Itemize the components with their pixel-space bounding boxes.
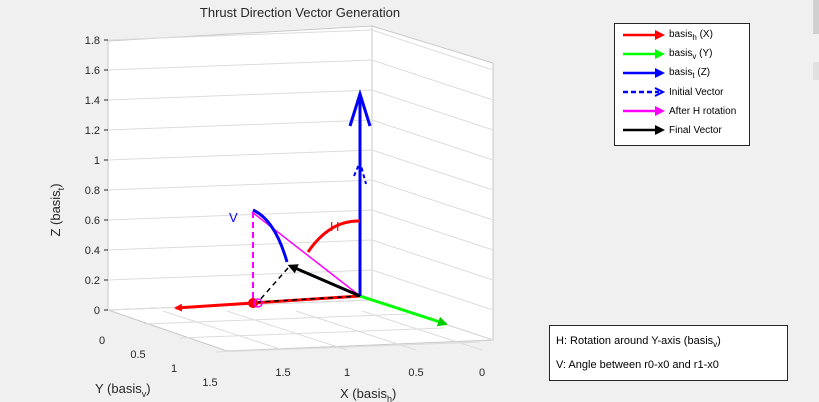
legend-item: Final Vector [621, 122, 722, 138]
z-grid-line [107, 149, 373, 161]
z-grid-line [107, 239, 373, 251]
legend-label: basist (Z) [669, 66, 711, 80]
z-grid-line [107, 89, 373, 101]
origin-ring [253, 298, 263, 308]
x-tick-labels: 0 0.5 1 1.5 [275, 367, 485, 379]
final-vector-projection [257, 267, 289, 303]
z-tick-label: 0.6 [85, 215, 100, 227]
z-grid-line [107, 179, 373, 191]
y-tick-label: 0 [99, 335, 105, 347]
z-tick-labels: 0 0.2 0.4 0.6 0.8 1 1.2 1.4 1.6 1.8 [85, 35, 108, 317]
z-tick-label: 1.6 [85, 65, 100, 77]
z-grid-line [371, 179, 494, 221]
z-grid-line [107, 119, 373, 131]
z-tick-label: 1 [94, 155, 100, 167]
y-tick-labels: 0 0.5 1 1.5 [99, 335, 218, 389]
z-tick-label: 1.4 [85, 95, 100, 107]
info-line-h: H: Rotation around Y-axis (basisv) [556, 335, 721, 350]
right-edge-tab [813, 0, 819, 34]
y-tick-label: 1.5 [202, 377, 217, 389]
y-axis-label: Y (basisv) [95, 381, 151, 399]
legend-item: After H rotation [621, 103, 736, 119]
z-grid-line [107, 59, 373, 71]
x-tick-label: 0 [479, 367, 485, 379]
z-tick-label: 1.8 [85, 35, 100, 47]
basis-t-arrowhead [348, 88, 372, 127]
z-grid-line [371, 29, 494, 71]
chart-title: Thrust Direction Vector Generation [200, 5, 400, 20]
info-box: H: Rotation around Y-axis (basisv) V: An… [549, 325, 788, 381]
y-tick-label: 0.5 [130, 349, 145, 361]
z-grid-line [371, 239, 494, 281]
v-angle-arc [252, 208, 289, 263]
legend-swatch [623, 106, 665, 116]
legend-item: basish (X) [621, 27, 713, 43]
z-grid-line [371, 269, 494, 311]
back-right-pane [371, 25, 494, 341]
legend-label: basish (X) [669, 28, 713, 42]
h-rotation-arc [306, 219, 361, 253]
z-tick-label: 1.2 [85, 125, 100, 137]
z-grid-line [371, 209, 494, 251]
legend-label: Final Vector [669, 124, 722, 136]
y-grid-line [179, 327, 445, 339]
right-edge-tab-2 [813, 62, 819, 80]
z-tick-label: 0.2 [85, 275, 100, 287]
z-grid-line [371, 119, 494, 161]
x-tick-label: 1.5 [275, 367, 290, 379]
z-tick-label: 0.8 [85, 185, 100, 197]
x-tick-label: 0.5 [408, 367, 423, 379]
x-grid-line [226, 310, 348, 351]
legend-swatch [623, 49, 665, 59]
z-tick-label: 0 [94, 305, 100, 317]
legend-label: After H rotation [669, 105, 737, 117]
y-tick-label: 1 [171, 363, 177, 375]
legend-swatch [623, 68, 665, 78]
y-grid-line [215, 341, 481, 353]
final-vector [287, 264, 361, 298]
legend-item: basist (Z) [621, 65, 710, 81]
legend-item: Initial Vector [621, 84, 723, 100]
y-grid-line [143, 313, 409, 325]
grid-lines [107, 29, 494, 353]
legend-label: Initial Vector [669, 86, 724, 98]
legend-label: basisv (Y) [669, 47, 713, 61]
axes-box [107, 25, 494, 353]
z-grid-line [107, 209, 373, 221]
legend: basish (X) basisv (Y) basist (Z) Initial Ve… [614, 23, 750, 146]
x-tick-label: 1 [344, 367, 350, 379]
vectors: H V [174, 88, 448, 327]
x-grid-line [295, 310, 417, 351]
x-grid-line [162, 310, 284, 351]
z-axis-label: Z (basist) [48, 183, 66, 236]
x-axis-label: X (basish) [340, 386, 396, 402]
h-annotation: H [330, 219, 339, 234]
info-line-v: V: Angle between r0-x0 and r1-x0 [556, 359, 719, 371]
z-grid-line [371, 149, 494, 191]
initial-vector-arrowhead [353, 158, 367, 185]
z-grid-line [371, 59, 494, 101]
final-vector-projection-floor [257, 295, 361, 303]
z-tick-label: 0.4 [85, 245, 100, 257]
legend-swatch [623, 125, 665, 135]
basis-v-vector [359, 294, 448, 327]
x-grid-line [361, 310, 483, 351]
legend-swatch [623, 87, 666, 97]
v-annotation: V [229, 210, 238, 225]
legend-item: basisv (Y) [621, 46, 712, 62]
z-grid-line [107, 29, 373, 41]
z-grid-line [371, 89, 494, 131]
legend-swatch [623, 30, 665, 40]
